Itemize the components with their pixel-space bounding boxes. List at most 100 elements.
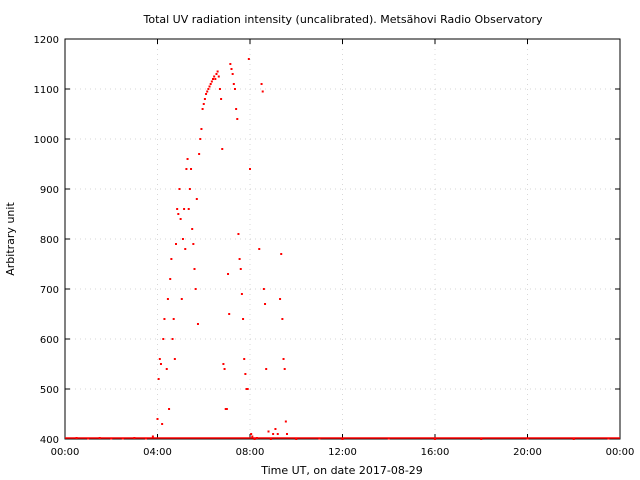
y-tick-label: 600 <box>40 335 59 346</box>
data-point <box>200 128 203 130</box>
data-point <box>261 90 264 93</box>
axis-ticks: 00:00 04:00 08:00 12:00 16:00 20:00 00:0040050… <box>34 35 635 458</box>
data-point <box>156 418 159 420</box>
y-tick-label: 900 <box>40 185 59 196</box>
data-point <box>251 435 254 438</box>
data-point <box>240 293 243 295</box>
y-tick-label: 1100 <box>34 85 59 96</box>
data-point <box>237 233 240 235</box>
data-point <box>238 258 241 260</box>
x-tick-label: 04:00 <box>143 447 172 458</box>
data-point <box>178 188 181 190</box>
x-tick-label: 12:00 <box>328 447 357 458</box>
data-point <box>272 433 275 435</box>
data-point <box>267 430 270 433</box>
data-point <box>276 433 279 435</box>
data-point <box>191 228 194 230</box>
data-point <box>209 83 212 85</box>
data-point <box>159 363 162 365</box>
data-point <box>212 78 214 80</box>
data-point <box>279 298 282 300</box>
data-point <box>205 93 208 95</box>
data-point <box>229 63 232 65</box>
grid-lines <box>65 39 620 439</box>
data-point <box>253 438 256 440</box>
data-points <box>65 58 620 440</box>
data-point <box>180 298 183 300</box>
data-point <box>242 318 245 320</box>
y-tick-label: 500 <box>40 385 59 396</box>
data-point <box>280 253 283 255</box>
data-point <box>282 358 285 360</box>
data-point <box>206 90 209 93</box>
data-point <box>283 368 286 370</box>
data-point <box>208 85 211 88</box>
data-point <box>572 438 575 440</box>
data-point <box>202 103 205 105</box>
data-point <box>223 368 226 370</box>
data-point <box>228 313 231 315</box>
data-point <box>227 273 230 275</box>
data-point <box>245 388 248 390</box>
data-point <box>231 73 234 75</box>
x-axis-label: Time UT, on date 2017-08-29 <box>260 464 423 477</box>
y-tick-label: 400 <box>40 435 59 446</box>
data-point <box>434 438 436 440</box>
data-point <box>176 208 179 210</box>
data-point <box>233 88 236 90</box>
data-point <box>286 433 288 435</box>
data-point <box>199 138 202 140</box>
data-point <box>260 83 263 85</box>
data-point <box>179 218 182 220</box>
y-tick-label: 800 <box>40 235 59 246</box>
data-point <box>184 248 187 250</box>
data-point <box>216 70 219 73</box>
y-tick-label: 1200 <box>34 35 59 46</box>
data-point <box>235 108 238 110</box>
x-tick-label: 00:00 <box>606 447 635 458</box>
data-point <box>198 153 201 155</box>
data-point <box>224 408 227 410</box>
data-point <box>157 378 160 380</box>
x-tick-label: 20:00 <box>513 447 542 458</box>
data-point <box>230 68 233 70</box>
data-point <box>196 323 199 325</box>
data-point <box>341 438 344 440</box>
data-point <box>225 408 228 410</box>
data-point <box>193 268 196 270</box>
chart-title: Total UV radiation intensity (uncalibrat… <box>143 13 543 26</box>
data-point <box>165 368 168 370</box>
data-point <box>188 188 191 190</box>
data-point <box>247 58 250 60</box>
data-point <box>173 358 176 360</box>
data-point <box>262 288 265 290</box>
data-point <box>171 338 174 340</box>
data-point <box>162 338 165 340</box>
data-point <box>269 438 272 440</box>
data-point <box>213 75 216 78</box>
data-point <box>274 428 277 430</box>
data-point <box>186 158 189 160</box>
data-point <box>246 388 249 390</box>
data-point <box>265 368 268 370</box>
data-point <box>175 243 177 245</box>
data-point <box>214 78 217 80</box>
data-point <box>177 213 180 215</box>
y-axis-label: Arbitrary unit <box>4 202 17 276</box>
data-point <box>166 298 169 300</box>
data-point <box>239 268 242 270</box>
data-point <box>190 168 193 170</box>
data-point <box>187 208 190 210</box>
data-point <box>192 243 195 245</box>
data-point <box>232 83 235 85</box>
x-tick-label: 08:00 <box>236 447 265 458</box>
data-point <box>284 420 287 423</box>
data-point <box>258 248 261 250</box>
data-point <box>222 363 225 365</box>
data-point <box>250 433 253 435</box>
data-point <box>185 168 188 170</box>
data-point <box>236 118 239 120</box>
data-point <box>181 238 184 240</box>
